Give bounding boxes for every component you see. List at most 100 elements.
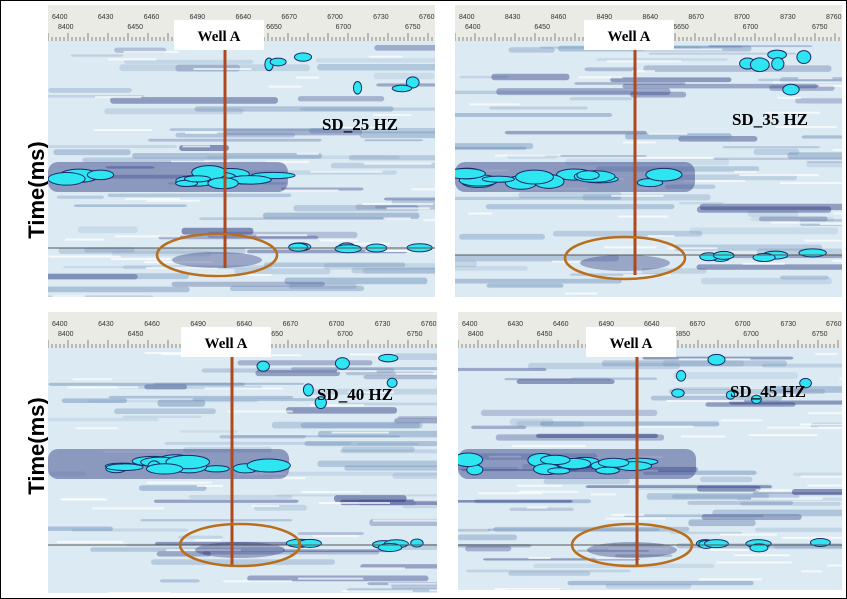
frequency-label: SD_35 HZ (732, 110, 808, 129)
reflector (696, 264, 842, 270)
white-streak (667, 247, 718, 250)
ruler-label: 6760 (419, 14, 435, 21)
ruler-label: 6490 (599, 321, 615, 328)
white-streak (647, 235, 675, 238)
reflector (567, 580, 754, 586)
white-streak (336, 370, 377, 373)
reflector (158, 235, 319, 240)
white-streak (807, 484, 842, 487)
dark-anomaly (587, 542, 677, 558)
white-streak (739, 174, 819, 177)
reflector (340, 449, 437, 454)
reflector (504, 378, 612, 381)
reflector (712, 157, 842, 160)
reflector (362, 267, 435, 274)
ruler-label: 6650 (266, 24, 282, 31)
ruler-label: 8400 (58, 24, 74, 31)
white-streak (565, 292, 598, 295)
cyan-anomaly (207, 177, 239, 190)
reflector (688, 519, 756, 527)
white-streak (125, 198, 180, 201)
ruler-label: 6730 (375, 321, 391, 328)
reflector (527, 362, 681, 370)
reflector (496, 88, 671, 96)
ruler-label: 8700 (734, 14, 750, 21)
reflector (282, 549, 395, 553)
white-streak (648, 132, 688, 135)
reflector (673, 387, 740, 390)
white-streak (815, 352, 838, 355)
reflector (341, 446, 415, 453)
reflector (643, 65, 832, 72)
reflector (806, 160, 842, 164)
white-streak (742, 262, 785, 265)
white-streak (111, 258, 171, 261)
reflector (543, 478, 630, 485)
white-streak (298, 577, 364, 580)
reflector (183, 447, 272, 453)
reflector (391, 583, 437, 589)
white-streak (519, 490, 579, 493)
white-streak (494, 588, 561, 590)
reflector (300, 422, 421, 429)
reflector (540, 421, 720, 427)
white-streak (755, 489, 792, 492)
reflector (153, 382, 305, 385)
reflector (739, 502, 842, 506)
white-streak (680, 435, 726, 438)
reflector (373, 72, 435, 80)
reflector (293, 205, 420, 212)
white-streak (295, 76, 319, 79)
reflector (648, 52, 797, 55)
white-streak (716, 561, 792, 564)
white-streak (666, 399, 745, 402)
ruler-label: 8400 (58, 331, 74, 338)
reflector (223, 128, 362, 136)
white-streak (223, 580, 293, 583)
white-streak (780, 182, 842, 185)
reflector (108, 395, 294, 399)
white-streak (423, 219, 435, 222)
reflector (712, 509, 842, 517)
reflector (58, 247, 246, 254)
reflector (614, 554, 673, 558)
white-streak (146, 267, 219, 270)
ruler-label: 6750 (812, 24, 828, 31)
white-streak (720, 419, 763, 422)
reflector (605, 583, 692, 589)
reflector (188, 495, 293, 499)
ruler-label: 6450 (127, 24, 143, 31)
cyan-anomaly (749, 543, 769, 553)
reflector (622, 83, 818, 89)
white-streak (123, 50, 179, 53)
reflector (806, 161, 842, 168)
reflector (754, 527, 842, 532)
reflector (77, 226, 138, 234)
reflector (544, 154, 647, 158)
white-streak (808, 412, 842, 415)
white-streak (296, 152, 319, 155)
reflector (689, 227, 839, 235)
white-streak (623, 274, 671, 277)
reflector (87, 399, 259, 403)
reflector (630, 91, 687, 98)
reflector (516, 379, 615, 385)
reflector (181, 227, 254, 235)
white-streak (611, 513, 645, 516)
white-streak (48, 255, 121, 258)
ruler-label: 6700 (329, 321, 345, 328)
reflector (334, 495, 407, 503)
reflector (455, 90, 638, 95)
white-streak (363, 162, 432, 165)
white-streak (611, 194, 664, 197)
well-label: Well A (198, 29, 241, 45)
reflector (73, 204, 187, 208)
white-streak (166, 549, 241, 552)
ruler-label: 8640 (643, 14, 659, 21)
ruler-label: 6700 (336, 24, 352, 31)
reflector (795, 98, 842, 104)
cyan-anomaly (314, 396, 327, 410)
white-streak (775, 125, 837, 128)
white-streak (114, 235, 181, 238)
